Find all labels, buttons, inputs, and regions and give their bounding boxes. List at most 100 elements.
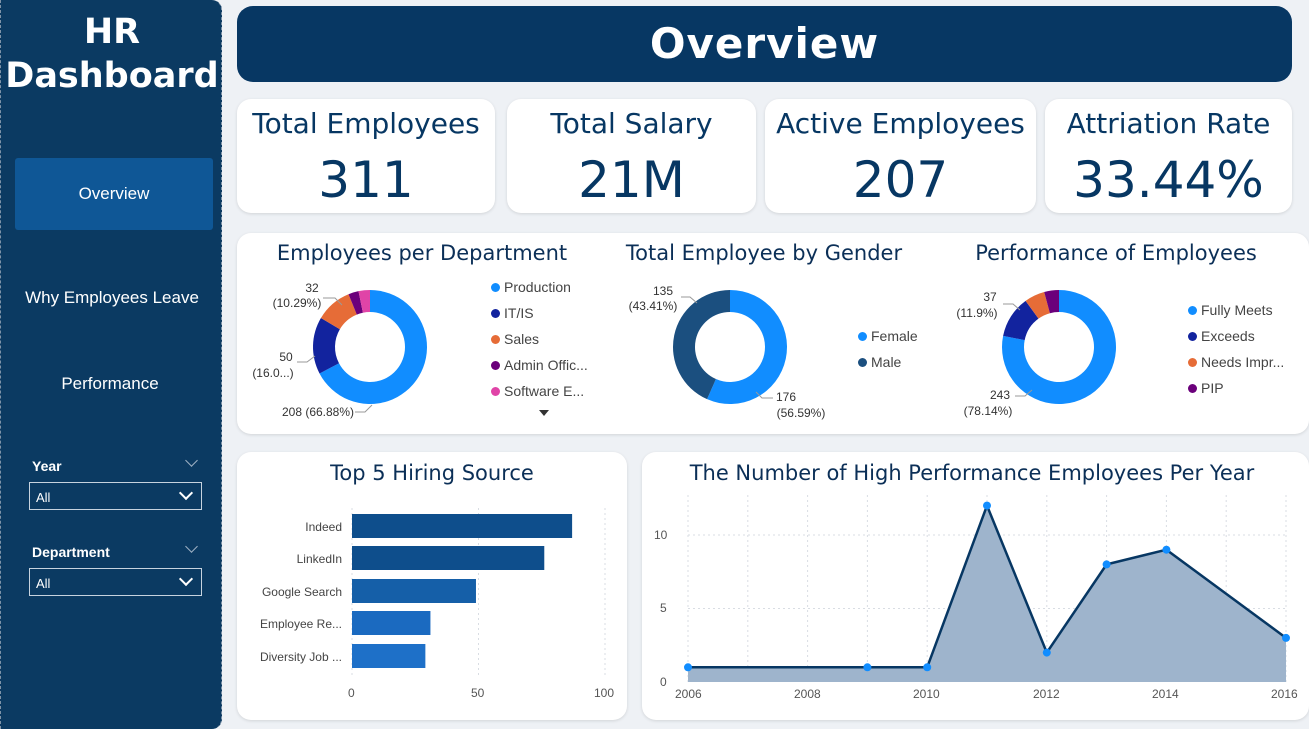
data-label: (10.29%) xyxy=(272,296,322,310)
x-tick-label: 0 xyxy=(348,686,355,700)
data-label: (78.14%) xyxy=(963,404,1013,418)
legend-marker xyxy=(1188,384,1197,393)
x-tick-label: 2016 xyxy=(1271,687,1298,701)
kpi-label: Attriation Rate xyxy=(1066,107,1271,140)
kpi-value: 311 xyxy=(318,151,414,209)
nav-why-employees-leave[interactable]: Why Employees Leave xyxy=(25,288,199,307)
nav-performance[interactable]: Performance xyxy=(61,374,159,393)
kpi-value: 33.44% xyxy=(1073,151,1264,209)
kpi-label: Total Employees xyxy=(252,107,480,140)
y-tick-label: 10 xyxy=(654,528,668,542)
kpi-value: 207 xyxy=(852,151,949,209)
kpi-card-attrition-rate: Attriation Rate 33.44% xyxy=(1045,99,1292,213)
data-label: 208 (66.88%) xyxy=(281,405,355,419)
department-filter-collapse-icon[interactable] xyxy=(185,540,198,553)
legend-item-sales[interactable]: Sales xyxy=(491,331,539,347)
department-filter-label: Department xyxy=(32,544,110,560)
data-label: (16.0...) xyxy=(252,366,294,380)
department-chart-title: Employees per Department xyxy=(276,241,568,265)
x-tick-label: 100 xyxy=(594,686,615,700)
chevron-down-icon xyxy=(178,485,194,501)
x-tick-label: 50 xyxy=(471,686,485,700)
legend-label: IT/IS xyxy=(504,305,534,321)
legend-item-female[interactable]: Female xyxy=(858,328,918,344)
bar-category-label: Diversity Job ... xyxy=(259,650,342,664)
legend-more-caret-icon[interactable] xyxy=(539,410,549,416)
legend-item-exceeds[interactable]: Exceeds xyxy=(1188,328,1255,344)
legend-label: Needs Impr... xyxy=(1201,354,1285,370)
legend-label: Exceeds xyxy=(1201,328,1255,344)
bar-category-label: Employee Re... xyxy=(259,617,342,631)
year-filter-label: Year xyxy=(32,458,62,474)
legend-item-it-is[interactable]: IT/IS xyxy=(491,305,534,321)
data-label: (11.9%) xyxy=(956,306,998,320)
kpi-label: Total Salary xyxy=(550,107,713,140)
legend-label: Fully Meets xyxy=(1201,302,1273,318)
legend-label: PIP xyxy=(1201,380,1224,396)
legend-marker xyxy=(491,361,500,370)
legend-label: Female xyxy=(871,328,918,344)
kpi-label: Active Employees xyxy=(776,107,1025,140)
legend-label: Production xyxy=(504,279,571,295)
y-tick-label: 5 xyxy=(660,601,667,615)
hiring-source-chart-title: Top 5 Hiring Source xyxy=(330,461,534,485)
legend-marker xyxy=(858,332,867,341)
legend-label: Software E... xyxy=(504,383,585,399)
data-label: 50 xyxy=(279,350,293,364)
legend-item-production[interactable]: Production xyxy=(491,279,571,295)
gender-chart-title: Total Employee by Gender xyxy=(625,241,903,265)
data-label: (56.59%) xyxy=(776,406,826,420)
kpi-value: 21M xyxy=(578,151,685,209)
legend-marker xyxy=(858,358,867,367)
data-label: (43.41%) xyxy=(628,299,678,313)
legend-label: Admin Offic... xyxy=(504,357,588,373)
sidebar: HR Dashboard Overview Why Employees Leav… xyxy=(0,0,222,729)
legend-item-pip[interactable]: PIP xyxy=(1188,380,1224,396)
year-filter-select[interactable]: All xyxy=(29,482,202,510)
page-title: Overview xyxy=(237,6,1292,82)
dashboard-title-line2: Dashboard xyxy=(5,56,219,96)
x-tick-label: 2014 xyxy=(1152,687,1179,701)
legend-marker xyxy=(491,387,500,396)
performance-chart-title: Performance of Employees xyxy=(975,241,1257,265)
x-tick-label: 2012 xyxy=(1033,687,1060,701)
legend-marker xyxy=(491,283,500,292)
legend-item-male[interactable]: Male xyxy=(858,354,901,370)
bar-category-label: Indeed xyxy=(305,520,342,534)
x-tick-label: 2008 xyxy=(794,687,821,701)
kpi-card-total-salary: Total Salary 21M xyxy=(507,99,756,213)
legend-label: Male xyxy=(871,354,902,370)
legend-item-needs-improvement[interactable]: Needs Impr... xyxy=(1188,354,1284,370)
high-performance-panel xyxy=(642,452,1309,720)
legend-marker xyxy=(491,309,500,318)
legend-item-software-engineering[interactable]: Software E... xyxy=(491,383,584,399)
bar-category-label: Google Search xyxy=(261,585,342,599)
nav-overview[interactable]: Overview xyxy=(15,158,213,230)
x-tick-label: 2006 xyxy=(675,687,702,701)
high-performance-chart-title: The Number of High Performance Employees… xyxy=(689,461,1255,485)
bar-category-label: LinkedIn xyxy=(296,552,342,566)
legend-item-admin-offices[interactable]: Admin Offic... xyxy=(491,357,588,373)
legend-marker xyxy=(491,335,500,344)
legend-marker xyxy=(1188,358,1197,367)
chevron-down-icon xyxy=(178,571,194,587)
data-label: 37 xyxy=(983,290,997,304)
data-label: 176 xyxy=(775,390,797,404)
kpi-card-total-employees: Total Employees 311 xyxy=(237,99,495,213)
legend-label: Sales xyxy=(504,331,540,347)
y-tick-label: 0 xyxy=(660,675,667,689)
year-filter-value: All xyxy=(36,490,51,505)
legend-marker xyxy=(1188,332,1197,341)
year-filter-collapse-icon[interactable] xyxy=(185,454,198,467)
data-label: 32 xyxy=(305,281,319,295)
kpi-card-active-employees: Active Employees 207 xyxy=(765,99,1036,213)
data-label: 243 xyxy=(989,388,1011,402)
department-filter-select[interactable]: All xyxy=(29,568,202,596)
legend-item-fully-meets[interactable]: Fully Meets xyxy=(1188,302,1273,318)
dashboard-title-line1: HR xyxy=(83,12,141,52)
legend-marker xyxy=(1188,306,1197,315)
dashboard-title: HR Dashboard xyxy=(1,10,223,98)
department-filter-value: All xyxy=(36,576,51,591)
data-label: 135 xyxy=(652,284,674,298)
x-tick-label: 2010 xyxy=(913,687,940,701)
